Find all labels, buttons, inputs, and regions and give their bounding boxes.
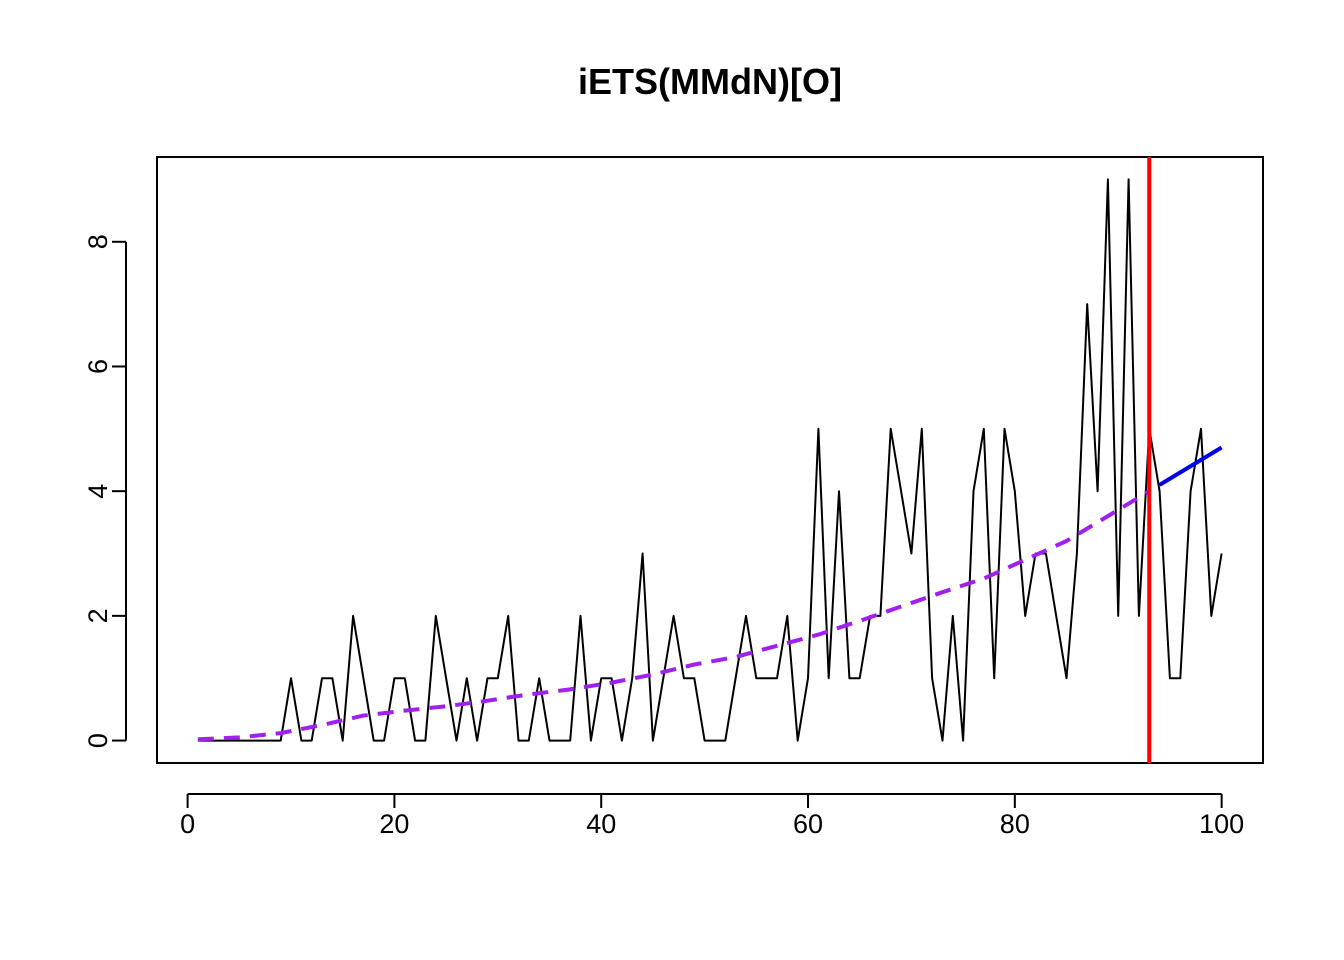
series-line-fitted [197,489,1151,742]
y-axis: 0 2 4 6 8 [83,234,127,748]
series-line-actuals [197,178,1223,742]
x-tick-label: 80 [1000,809,1030,839]
x-tick-label: 40 [586,809,616,839]
y-tick-label: 0 [83,733,113,748]
x-tick-label: 100 [1199,809,1244,839]
chart-title: iETS(MMdN)[O] [578,61,842,102]
y-tick-label: 2 [83,608,113,623]
y-tick-label: 8 [83,234,113,249]
y-tick-label: 4 [83,484,113,499]
y-tick-label: 6 [83,359,113,374]
plot-frame [156,156,1264,764]
series-line-forecast [1158,445,1223,487]
x-axis: 0 20 40 60 80 100 [180,793,1244,839]
x-tick-label: 60 [793,809,823,839]
plot-marks [197,157,1223,763]
x-tick-label: 0 [180,809,195,839]
x-tick-label: 20 [379,809,409,839]
